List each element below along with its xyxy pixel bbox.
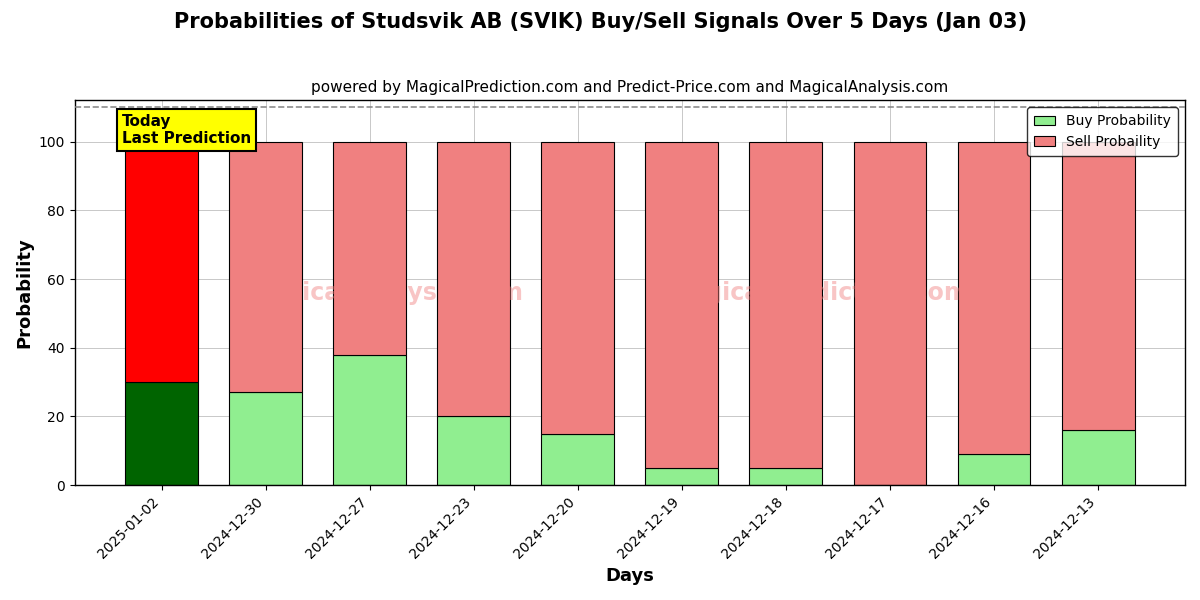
Bar bbox=[125, 142, 198, 382]
Bar bbox=[750, 468, 822, 485]
Bar bbox=[229, 142, 302, 392]
Text: Today
Last Prediction: Today Last Prediction bbox=[122, 114, 251, 146]
Bar bbox=[541, 142, 614, 434]
Bar bbox=[229, 392, 302, 485]
X-axis label: Days: Days bbox=[605, 567, 654, 585]
Text: MagicalPrediction.com: MagicalPrediction.com bbox=[667, 281, 970, 305]
Bar bbox=[853, 142, 926, 485]
Text: MagicalAnalysis.com: MagicalAnalysis.com bbox=[247, 281, 524, 305]
Bar bbox=[646, 142, 719, 468]
Bar bbox=[437, 416, 510, 485]
Bar bbox=[334, 142, 406, 355]
Bar bbox=[125, 382, 198, 485]
Bar bbox=[1062, 430, 1134, 485]
Text: Probabilities of Studsvik AB (SVIK) Buy/Sell Signals Over 5 Days (Jan 03): Probabilities of Studsvik AB (SVIK) Buy/… bbox=[174, 12, 1026, 32]
Bar bbox=[958, 142, 1031, 454]
Bar bbox=[437, 142, 510, 416]
Bar bbox=[750, 142, 822, 468]
Y-axis label: Probability: Probability bbox=[16, 238, 34, 348]
Bar bbox=[541, 434, 614, 485]
Legend: Buy Probability, Sell Probaility: Buy Probability, Sell Probaility bbox=[1027, 107, 1178, 156]
Bar bbox=[646, 468, 719, 485]
Title: powered by MagicalPrediction.com and Predict-Price.com and MagicalAnalysis.com: powered by MagicalPrediction.com and Pre… bbox=[311, 80, 948, 95]
Bar bbox=[334, 355, 406, 485]
Bar bbox=[1062, 142, 1134, 430]
Bar bbox=[958, 454, 1031, 485]
